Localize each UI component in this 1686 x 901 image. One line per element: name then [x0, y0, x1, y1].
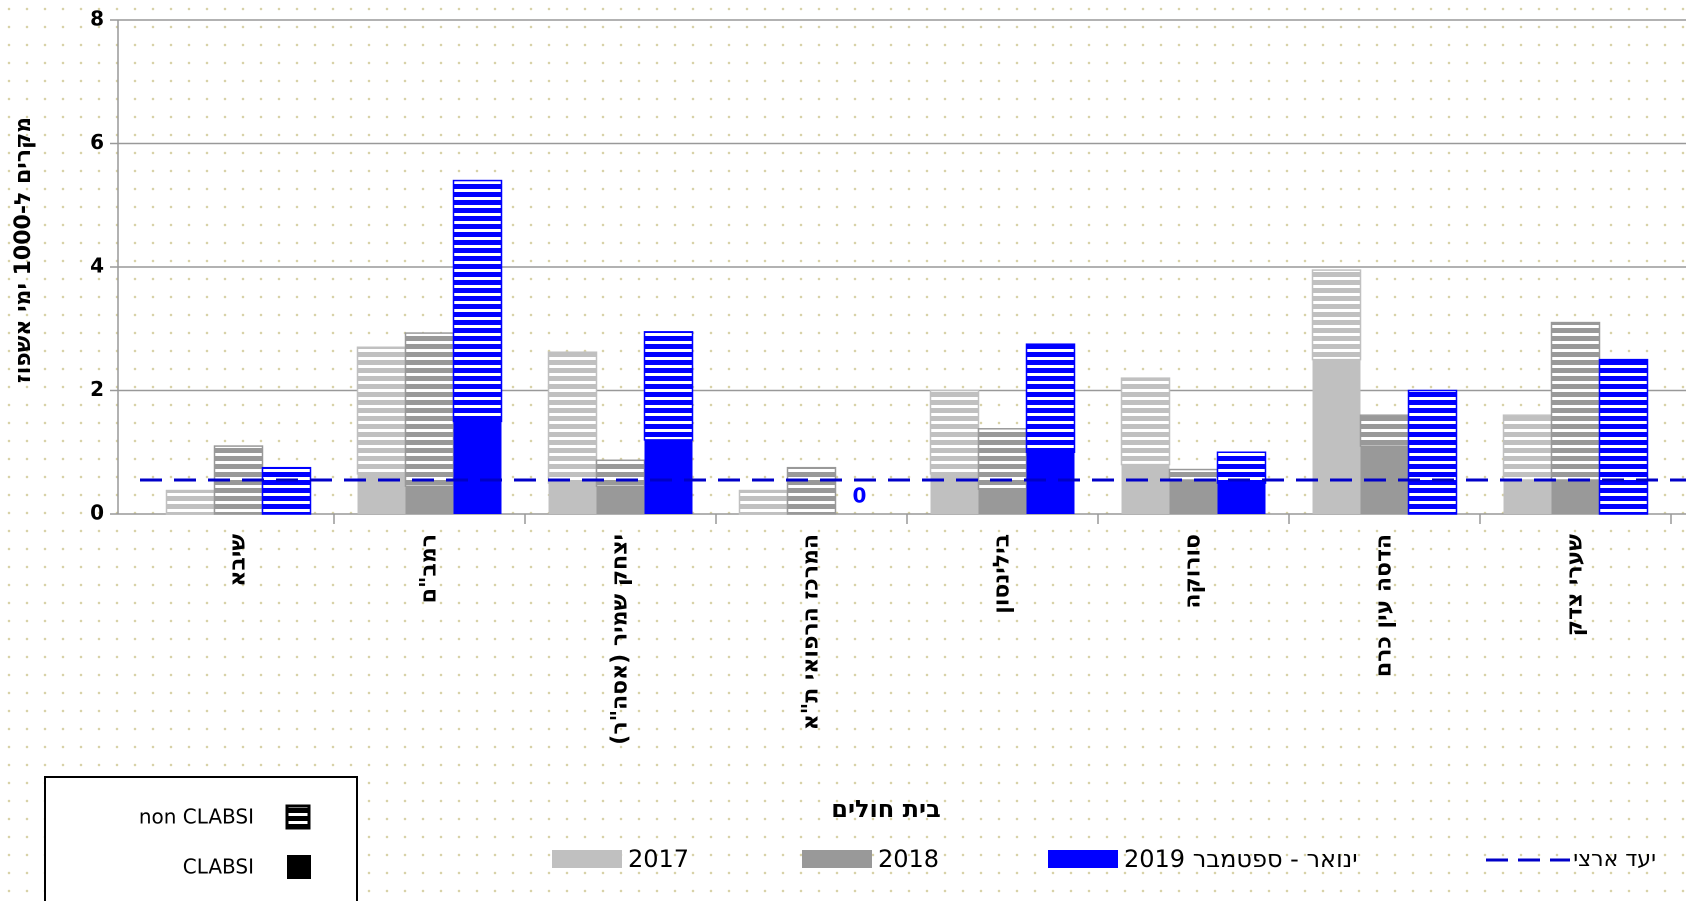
bar-non-clabsi	[1550, 321, 1601, 481]
x-tick-label: המרכז הרפואי ת"א	[799, 534, 824, 730]
bar-clabsi	[596, 486, 645, 514]
legend-swatch	[1048, 850, 1118, 868]
y-tick-label: 6	[90, 130, 104, 154]
bar-non-clabsi	[1598, 358, 1649, 515]
legend-label: ינואר - ספטמבר 2019	[1124, 845, 1358, 873]
legend-label: 2018	[878, 845, 939, 873]
x-tick-label: שיבא	[226, 534, 251, 587]
legend-swatch	[287, 855, 311, 879]
x-tick-label: רמב"ם	[417, 534, 442, 603]
bar-non-clabsi	[547, 351, 598, 484]
bar-clabsi	[1312, 359, 1361, 514]
bar-clabsi	[1217, 483, 1266, 514]
y-axis-title: מקרים ל-1000 ימי אשפוז	[11, 117, 36, 383]
bar-clabsi	[1503, 480, 1552, 514]
legend-swatch	[552, 850, 622, 868]
x-tick-label: הדסה עין כרם	[1372, 534, 1397, 677]
bar-clabsi	[1551, 480, 1600, 514]
y-tick-label: 0	[90, 501, 104, 525]
bar-non-clabsi	[1216, 451, 1267, 484]
x-tick-label: שערי צדק	[1563, 534, 1588, 637]
legend-swatch	[285, 804, 311, 830]
legend-box	[44, 776, 358, 901]
bar-non-clabsi	[643, 331, 694, 441]
bar-clabsi	[1169, 480, 1218, 514]
bar-non-clabsi	[1359, 414, 1410, 447]
y-tick-label: 8	[90, 7, 104, 31]
x-tick-label: סורוקה	[1181, 534, 1206, 609]
x-axis-title: בית חולים	[831, 795, 940, 823]
bar-clabsi	[405, 486, 454, 514]
bar-non-clabsi	[261, 466, 312, 515]
legend-label: יעד ארצי	[1573, 847, 1656, 872]
legend-swatch	[802, 850, 872, 868]
y-tick-label: 4	[90, 254, 104, 278]
bar-non-clabsi	[404, 332, 455, 487]
bar-non-clabsi	[356, 346, 407, 475]
legend-label: 2017	[628, 845, 689, 873]
bar-non-clabsi	[1025, 343, 1076, 453]
x-tick-label: בילינסון	[990, 534, 1015, 614]
bar-clabsi	[453, 421, 502, 514]
bar-clabsi	[1121, 464, 1170, 514]
bar-non-clabsi	[1120, 377, 1171, 466]
bar-non-clabsi	[1502, 414, 1553, 481]
bar-clabsi	[644, 439, 693, 514]
bar-non-clabsi	[595, 459, 646, 487]
bar-non-clabsi	[786, 466, 837, 515]
bar-clabsi	[1026, 452, 1075, 514]
bar-non-clabsi	[929, 389, 980, 475]
bar-non-clabsi	[738, 489, 789, 515]
bar-non-clabsi	[1311, 269, 1362, 361]
bar-clabsi	[978, 489, 1027, 514]
legend-label: non CLABSI	[139, 805, 254, 829]
bar-non-clabsi	[1168, 468, 1219, 481]
value-label: 0	[853, 484, 867, 508]
legend-label: CLABSI	[183, 855, 254, 879]
bar-clabsi	[548, 483, 597, 514]
y-tick-label: 2	[90, 377, 104, 401]
bar-non-clabsi	[1407, 389, 1458, 515]
x-tick-label: יצחק שמיר (אסה"ר)	[608, 534, 633, 745]
bar-non-clabsi	[165, 489, 216, 515]
bar-non-clabsi	[452, 179, 503, 423]
